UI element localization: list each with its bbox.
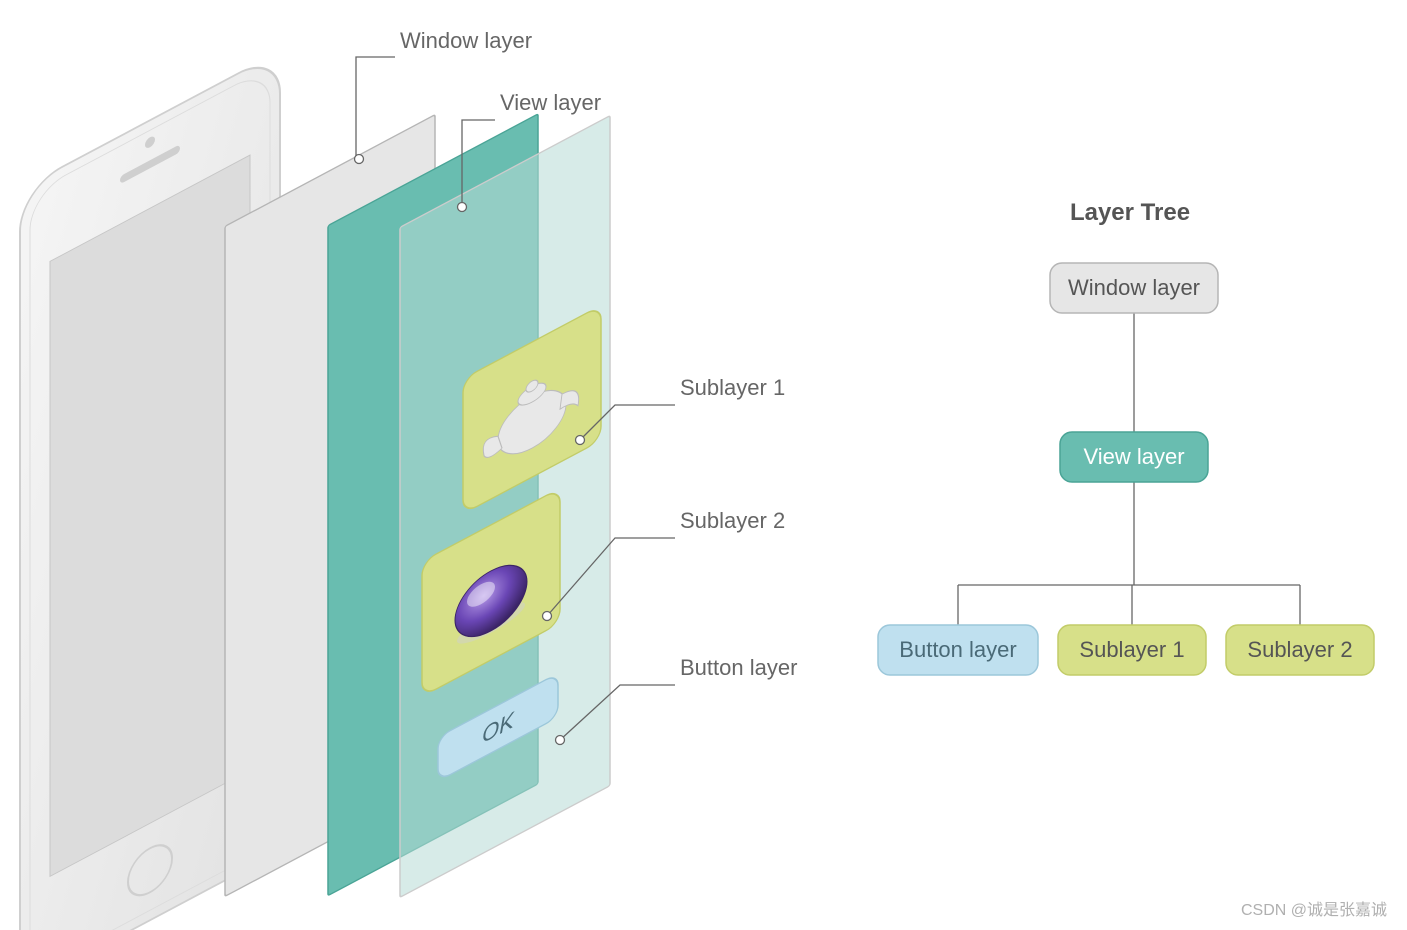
tree-node-label: Window layer [1068,275,1200,300]
front-container-plane [400,116,610,898]
watermark: CSDN @诚是张嘉诚 [1241,896,1387,920]
tree-node-label: Sublayer 2 [1247,637,1352,662]
tree-node-sub1: Sublayer 1 [1058,625,1206,675]
callout-sublayer1: Sublayer 1 [680,375,785,400]
callout-button: Button layer [680,655,797,680]
leader-dot-window [355,155,364,164]
tree-node-label: Button layer [899,637,1016,662]
tree-node-label: Sublayer 1 [1079,637,1184,662]
leader-dot-button [556,736,565,745]
callout-sublayer2: Sublayer 2 [680,508,785,533]
tree-node-sub2: Sublayer 2 [1226,625,1374,675]
phone-screen [50,155,250,876]
callout-window: Window layer [400,28,532,53]
leader-dot-view [458,203,467,212]
tree-title: Layer Tree [1070,199,1190,226]
callout-view: View layer [500,90,601,115]
tree-node-button: Button layer [878,625,1038,675]
tree-node-view: View layer [1060,432,1208,482]
leader-dot-sublayer2 [543,612,552,621]
exploded-layers: OK [225,22,610,930]
tree-node-window: Window layer [1050,263,1218,313]
leader-dot-sublayer1 [576,436,585,445]
tree-node-label: View layer [1083,444,1184,469]
